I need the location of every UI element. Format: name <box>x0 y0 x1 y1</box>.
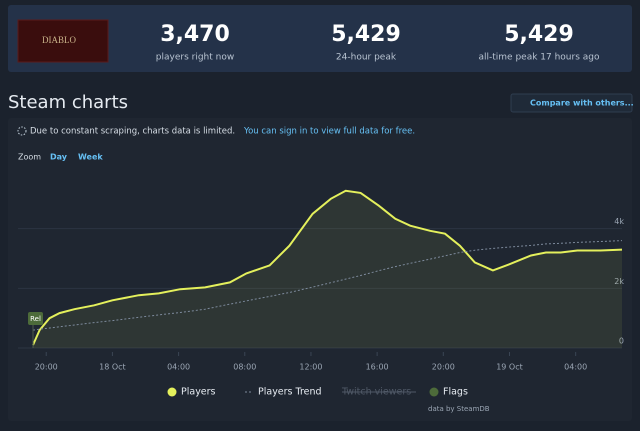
flag <box>28 312 43 325</box>
logo-text: DIABLO <box>42 35 76 45</box>
compare-text[interactable]: Compare with others... <box>530 99 634 108</box>
legend-swatch <box>429 387 439 397</box>
x-tick-label: 04:00 <box>564 363 587 372</box>
source-note: data by SteamDB <box>428 405 490 413</box>
legend-label: Players Trend <box>258 387 322 398</box>
section-title: Steam charts <box>8 92 128 113</box>
area <box>33 190 622 348</box>
flag-label: Rel <box>30 315 41 323</box>
stat-label: 24-hour peak <box>336 53 397 63</box>
legend-label: Players <box>181 387 216 398</box>
y-tick-label: 4k <box>614 217 624 226</box>
legend-swatch <box>167 387 177 397</box>
x-tick-label: 08:00 <box>233 363 256 372</box>
x-tick-label: 04:00 <box>167 363 190 372</box>
chart-panel <box>8 118 632 421</box>
y-tick-label: 0 <box>619 337 624 346</box>
series-line <box>32 240 623 331</box>
legend-label: Flags <box>443 387 468 398</box>
x-tick-label: 19 Oct <box>496 363 523 372</box>
notice-text: Due to constant scraping, charts data is… <box>30 127 235 137</box>
notice-icon <box>17 126 27 136</box>
x-tick-label: 12:00 <box>299 363 322 372</box>
x-tick-label: 20:00 <box>432 363 455 372</box>
compare-button[interactable] <box>510 93 633 113</box>
stat-value: 5,429 <box>504 22 574 47</box>
header-panel <box>8 5 632 72</box>
stat-value: 3,470 <box>160 22 230 47</box>
notice-link[interactable]: You can sign in to view full data for fr… <box>243 127 415 137</box>
stat-value: 5,429 <box>331 22 401 47</box>
stat-label: all-time peak 17 hours ago <box>478 53 600 63</box>
x-tick-label: 20:00 <box>35 363 58 372</box>
y-tick-label: 2k <box>614 277 624 286</box>
stat-label: players right now <box>156 53 234 63</box>
zoom-option[interactable]: Day <box>50 153 68 162</box>
series-line <box>32 189 623 346</box>
game-logo <box>17 19 109 63</box>
zoom-option[interactable]: Week <box>78 153 103 162</box>
x-tick-label: 16:00 <box>366 363 389 372</box>
x-tick-label: 18 Oct <box>99 363 126 372</box>
zoom-label: Zoom <box>18 153 41 162</box>
chart: 0 2k 4k 20:00 18 Oct 04:00 08:00 12:00 16:00 20:0… <box>18 189 624 398</box>
